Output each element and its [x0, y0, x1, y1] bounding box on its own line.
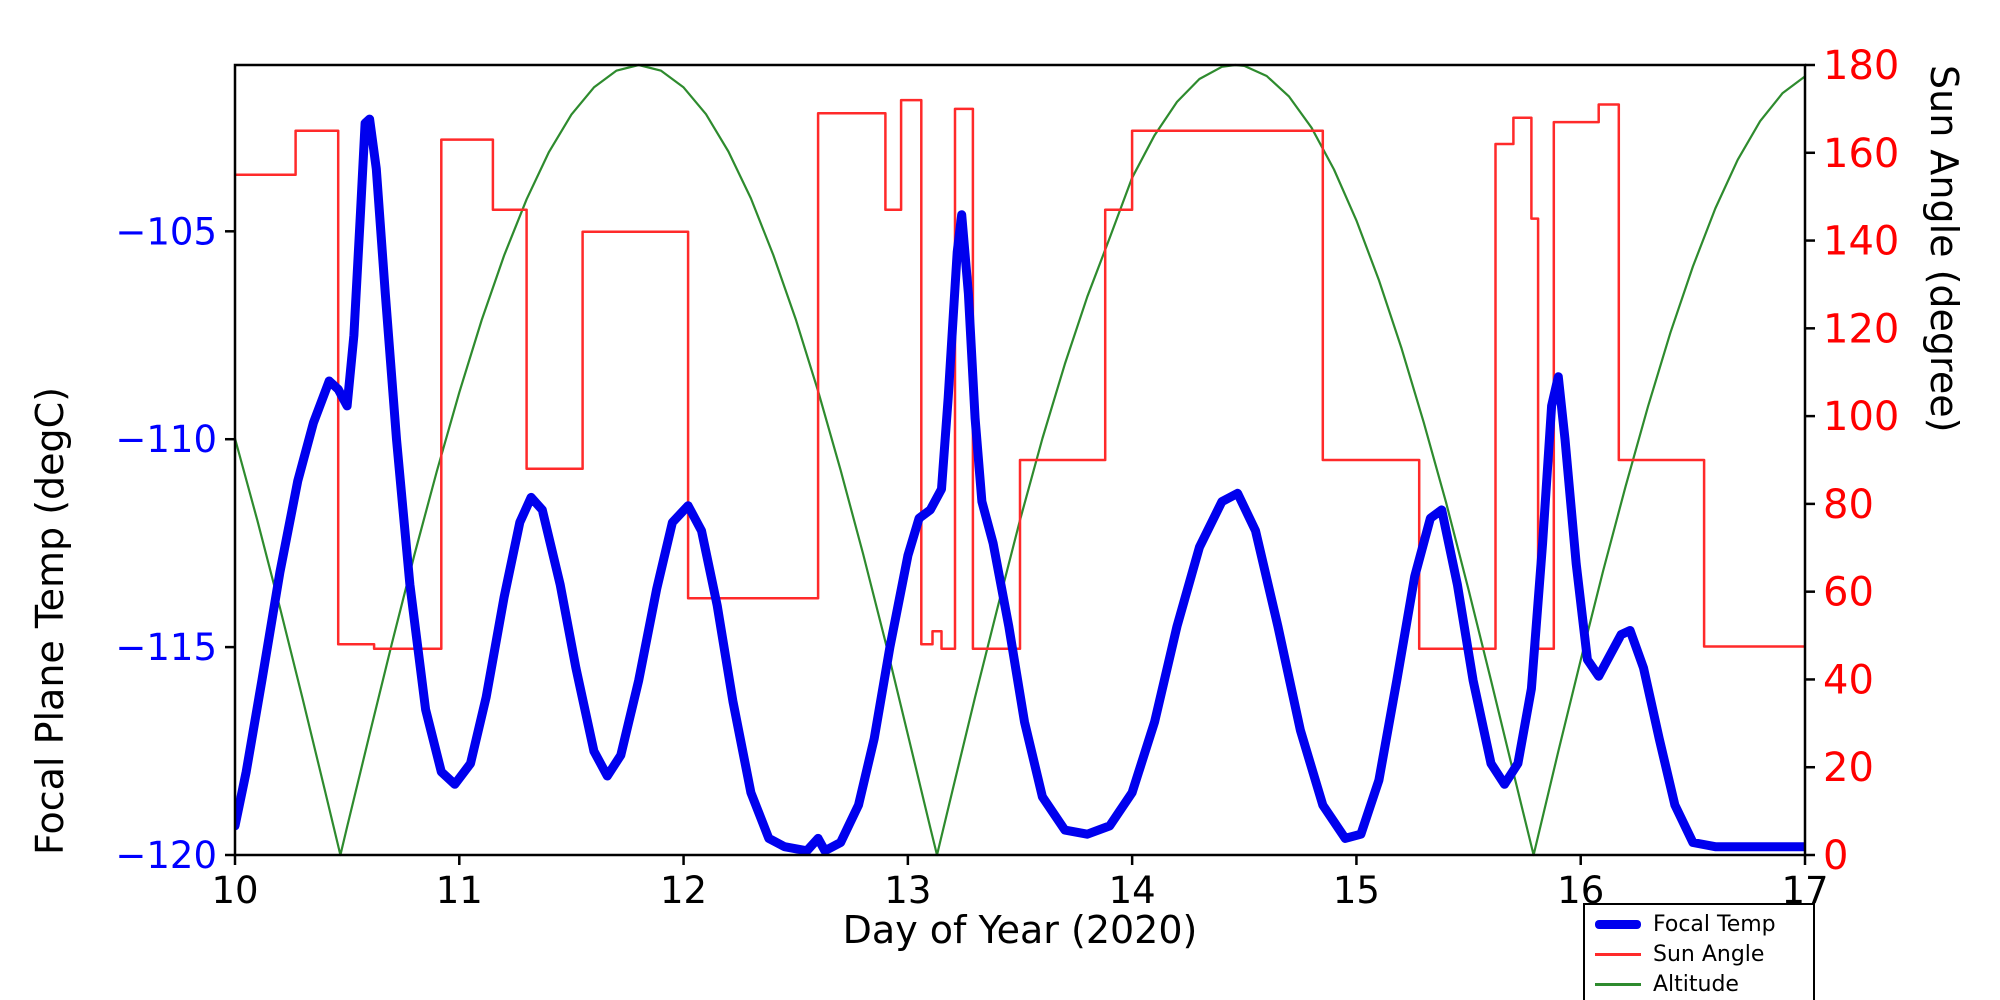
left-y-tick-label: −105: [115, 210, 217, 253]
legend-label: Sun Angle: [1653, 942, 1765, 967]
legend-item-altitude: Altitude: [1595, 972, 1803, 997]
legend-label: Focal Temp: [1653, 912, 1776, 937]
right-axis-title: Sun Angle (degree): [1922, 65, 1966, 433]
altitude-line: [234, 63, 1806, 857]
focal-temp-line: [234, 114, 1806, 856]
left-y-tick-label: −120: [115, 834, 217, 877]
right-y-tick-label: 80: [1823, 482, 1874, 528]
right-y-tick-label: 180: [1823, 43, 1899, 89]
right-y-tick-label: 60: [1823, 570, 1874, 616]
x-tick-label: 14: [1109, 869, 1156, 912]
left-y-tick-label: −110: [115, 418, 217, 461]
legend: Focal Temp Sun Angle Altitude: [1583, 903, 1815, 1000]
sun-angle-line-sample: [1595, 953, 1641, 956]
left-axis-title: Focal Plane Temp (degC): [28, 386, 72, 855]
x-tick-label: 11: [436, 869, 483, 912]
right-y-tick-label: 0: [1823, 833, 1848, 879]
sun-angle-line: [234, 98, 1806, 650]
right-y-tick-label: 140: [1823, 219, 1899, 265]
right-y-tick-label: 160: [1823, 131, 1899, 177]
x-tick-label: 12: [660, 869, 707, 912]
plot-frame: [233, 63, 1807, 857]
altitude-line-sample: [1595, 983, 1641, 986]
right-y-tick-label: 20: [1823, 745, 1874, 791]
legend-label: Altitude: [1653, 972, 1739, 997]
x-tick-label: 13: [884, 869, 931, 912]
right-y-tick-label: 40: [1823, 657, 1874, 703]
left-y-tick-label: −115: [115, 626, 217, 669]
right-y-tick-label: 100: [1823, 394, 1899, 440]
x-axis-title: Day of Year (2020): [842, 908, 1198, 952]
legend-item-focal-temp: Focal Temp: [1595, 912, 1803, 937]
right-y-tick-label: 120: [1823, 306, 1899, 352]
x-tick-label: 10: [211, 869, 258, 912]
focal-temp-line-sample: [1595, 920, 1641, 929]
legend-item-sun-angle: Sun Angle: [1595, 942, 1803, 967]
x-tick-label: 15: [1333, 869, 1380, 912]
